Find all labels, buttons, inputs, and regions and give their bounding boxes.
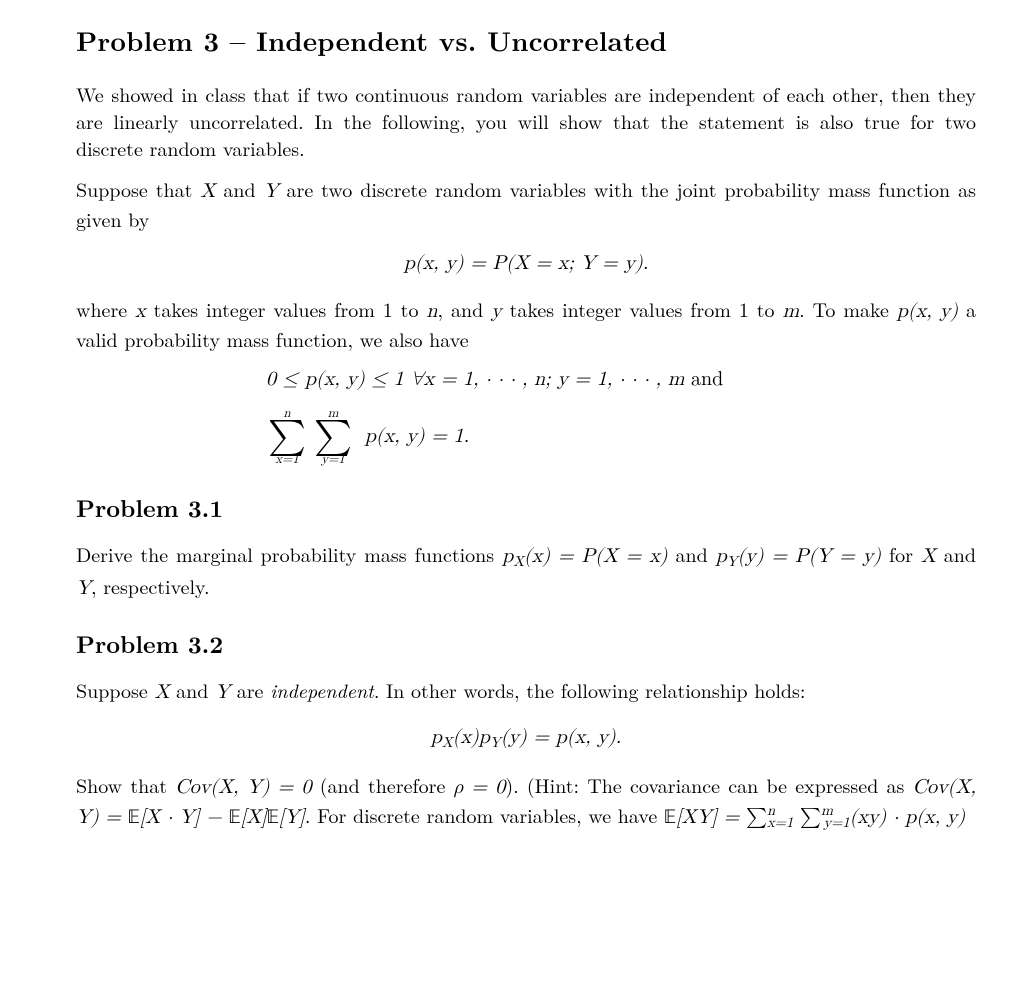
var-x: x xyxy=(135,301,146,321)
text: (and therefore xyxy=(312,770,454,799)
subheading-3-1: Problem 3.1 xyxy=(76,492,976,524)
subheading-3-2: Problem 3.2 xyxy=(76,628,976,660)
expectation-E: 𝔼 xyxy=(229,808,241,828)
var-Y: Y xyxy=(264,181,279,201)
sum-outer: n ∑ x=1 xyxy=(268,407,306,465)
text: and xyxy=(215,174,263,203)
equation-joint-pmf: p(x, y) = P(X = x; Y = y). xyxy=(76,250,976,277)
var-Y: Y xyxy=(215,682,230,702)
var-X: X xyxy=(154,682,169,702)
ey: [Y] xyxy=(279,807,305,827)
equation-independence: pX(x)pY(y) = p(x, y). xyxy=(76,724,976,752)
var-m: m xyxy=(782,301,799,321)
text: . For discrete random variables, we have xyxy=(305,800,664,829)
px-expr: pX(x) = P(X = x) xyxy=(502,546,667,566)
text: Suppose that xyxy=(76,174,200,203)
sum-inline-2: ∑my=1 xyxy=(800,807,850,827)
cond2-rhs: p(x, y) = 1. xyxy=(365,426,469,446)
pxy: p(x, y) xyxy=(897,301,958,321)
cond1-lhs: 0 ≤ p(x, y) ≤ 1 ∀x = 1, · · · , n; y = 1… xyxy=(266,369,684,389)
sum-lower: x=1 xyxy=(268,453,306,466)
text: takes integer values from 1 to xyxy=(146,294,427,323)
problem-3-1-text: Derive the marginal probability mass fun… xyxy=(76,540,976,601)
sigma-icon: ∑ xyxy=(314,420,352,452)
text: where xyxy=(76,294,135,323)
exy2: [XY] = xyxy=(676,807,746,827)
expectation-E: 𝔼 xyxy=(128,808,140,828)
var-X: X xyxy=(200,181,215,201)
sum-lower: y=1 xyxy=(314,453,352,466)
sigma-icon: ∑ xyxy=(268,420,306,452)
py-expr: pY(y) = P(Y = y) xyxy=(716,546,881,566)
sum-body: (xy) · p(x, y) xyxy=(850,807,966,827)
intro-paragraph-1: We showed in class that if two continuou… xyxy=(76,80,976,161)
text: , and xyxy=(438,294,492,323)
text: are xyxy=(230,675,270,704)
cond1-and: and xyxy=(684,369,723,389)
problem-3-2-show: Show that Cov(X, Y) = 0 (and therefore ρ… xyxy=(76,771,976,832)
text: Show that xyxy=(76,770,175,799)
eq-text: pX(x)pY(y) = p(x, y). xyxy=(431,727,622,747)
var-X: X xyxy=(921,546,936,566)
ex: [X] xyxy=(241,807,267,827)
var-Y: Y xyxy=(76,578,91,598)
text: ). (Hint: The covariance can be expresse… xyxy=(505,770,912,799)
var-n: n xyxy=(426,301,437,321)
text: and xyxy=(668,539,716,568)
text: . In other words, the following relation… xyxy=(374,675,806,704)
text: Suppose xyxy=(76,675,154,704)
text: Derive the marginal probability mass fun… xyxy=(76,539,502,568)
text: takes integer values from 1 to xyxy=(502,294,783,323)
text: . To make xyxy=(799,294,897,323)
rho-eq-0: ρ = 0 xyxy=(454,777,506,797)
cov-eq-0: Cov(X, Y) = 0 xyxy=(175,777,311,797)
expectation-E: 𝔼 xyxy=(664,808,676,828)
equation-cond-2: n ∑ x=1 m ∑ y=1 p(x, y) = 1. xyxy=(76,407,976,465)
problem-3-2-intro: Suppose X and Y are independent. In othe… xyxy=(76,676,976,706)
exy: [X · Y] − xyxy=(140,807,229,827)
text: and xyxy=(936,539,976,568)
document-page: Problem 3 – Independent vs. Uncorrelated… xyxy=(0,0,1024,866)
text: , respectively. xyxy=(91,571,210,600)
sum-inline-1: ∑nx=1 xyxy=(746,807,793,827)
intro-paragraph-2: Suppose that X and Y are two discrete ra… xyxy=(76,175,976,232)
text: for xyxy=(881,539,921,568)
expectation-E: 𝔼 xyxy=(267,808,279,828)
where-paragraph: where x takes integer values from 1 to n… xyxy=(76,295,976,352)
independent-word: independent xyxy=(270,675,374,704)
problem-title: Problem 3 – Independent vs. Uncorrelated xyxy=(76,22,976,58)
text: and xyxy=(169,675,215,704)
equation-cond-1: 0 ≤ p(x, y) ≤ 1 ∀x = 1, · · · , n; y = 1… xyxy=(76,366,976,393)
var-y: y xyxy=(491,301,502,321)
sum-inner: m ∑ y=1 xyxy=(314,407,352,465)
eq-text: p(x, y) = P(X = x; Y = y). xyxy=(404,253,649,273)
